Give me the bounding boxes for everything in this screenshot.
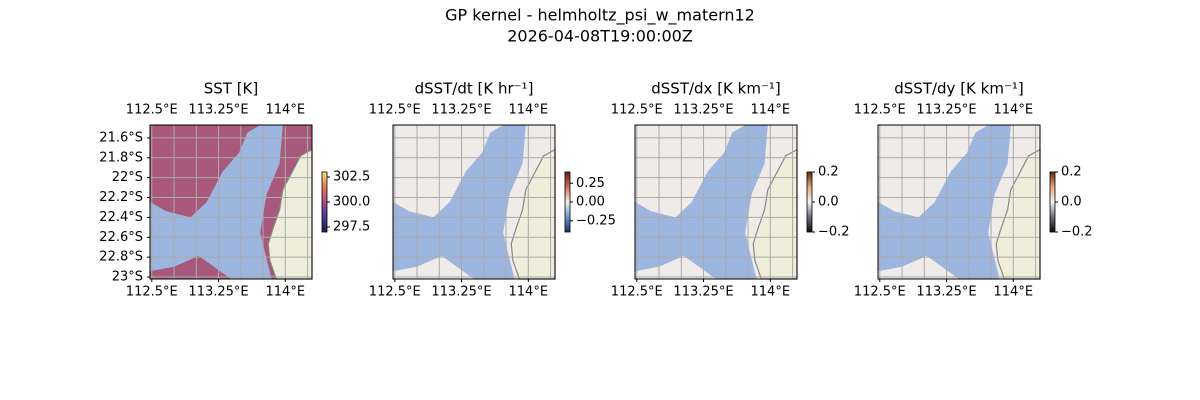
panel-title: dSST/dy [K km⁻¹] [894,80,1024,98]
x-tick-label-bottom: 112.5°E [611,285,663,300]
figure-title: GP kernel - helmholtz_psi_w_matern12 [445,6,755,26]
x-tick-label-bottom: 112.5°E [369,285,421,300]
map-panel [149,124,313,280]
colorbar [564,171,571,233]
x-tick-label-bottom: 114°E [994,285,1034,300]
x-tick-label-top: 113.25°E [673,103,733,118]
panel-title: dSST/dx [K km⁻¹] [651,80,781,98]
colorbar-tick-label: 0.25 [576,176,605,191]
colorbar-tick-label: 297.5 [333,220,370,235]
x-tick-label-top: 113.25°E [431,103,491,118]
x-tick-label-top: 112.5°E [126,103,178,118]
x-tick-label-bottom: 113.25°E [431,285,491,300]
y-tick-label: 23°S [112,270,143,285]
ocean-mask [878,125,1011,279]
colorbar-tick-label: 0.2 [1061,165,1082,180]
map-panel [392,124,556,280]
x-tick-label-bottom: 114°E [266,285,306,300]
colorbar-tick-label: 302.5 [333,170,370,185]
map-panel [877,124,1041,280]
y-tick-label: 22°S [112,170,143,185]
y-tick-label: 21.8°S [99,150,143,165]
ocean-mask [635,125,768,279]
colorbar-tick-label: −0.2 [818,225,850,240]
colorbar-tick-label: 300.0 [333,195,370,210]
x-tick-label-bottom: 112.5°E [126,285,178,300]
x-tick-label-bottom: 114°E [751,285,791,300]
x-tick-label-bottom: 113.25°E [188,285,248,300]
figure-subtitle: 2026-04-08T19:00:00Z [507,27,693,46]
map-frame [149,124,313,280]
x-tick-label-top: 113.25°E [188,103,248,118]
panel-title: SST [K] [204,80,259,98]
x-tick-label-top: 113.25°E [916,103,976,118]
x-tick-label-bottom: 113.25°E [916,285,976,300]
y-tick-label: 22.8°S [99,250,143,265]
x-tick-label-top: 112.5°E [369,103,421,118]
colorbar [806,171,813,233]
colorbar-tick-label: 0.00 [576,195,605,210]
x-tick-label-bottom: 113.25°E [673,285,733,300]
x-tick-label-top: 112.5°E [854,103,906,118]
x-tick-label-bottom: 112.5°E [854,285,906,300]
x-tick-label-top: 114°E [509,103,549,118]
map-frame [877,124,1041,280]
colorbar [1049,171,1056,233]
ocean-mask [393,125,526,279]
colorbar-tick-label: 0.2 [818,165,839,180]
x-tick-label-bottom: 114°E [509,285,549,300]
x-tick-label-top: 112.5°E [611,103,663,118]
y-tick-label: 22.4°S [99,210,143,225]
colorbar-tick-label: −0.2 [1061,225,1093,240]
x-tick-label-top: 114°E [266,103,306,118]
map-frame [634,124,798,280]
y-tick-label: 22.2°S [99,190,143,205]
map-panel [634,124,798,280]
x-tick-label-top: 114°E [994,103,1034,118]
colorbar [321,171,328,233]
y-tick-label: 21.6°S [99,130,143,145]
x-tick-label-top: 114°E [751,103,791,118]
colorbar-tick-label: 0.0 [1061,195,1082,210]
colorbar-tick-label: −0.25 [576,213,616,228]
panel-title: dSST/dt [K hr⁻¹] [415,80,534,98]
colorbar-tick-label: 0.0 [818,195,839,210]
ocean-mask [150,125,283,279]
y-tick-label: 22.6°S [99,230,143,245]
map-frame [392,124,556,280]
